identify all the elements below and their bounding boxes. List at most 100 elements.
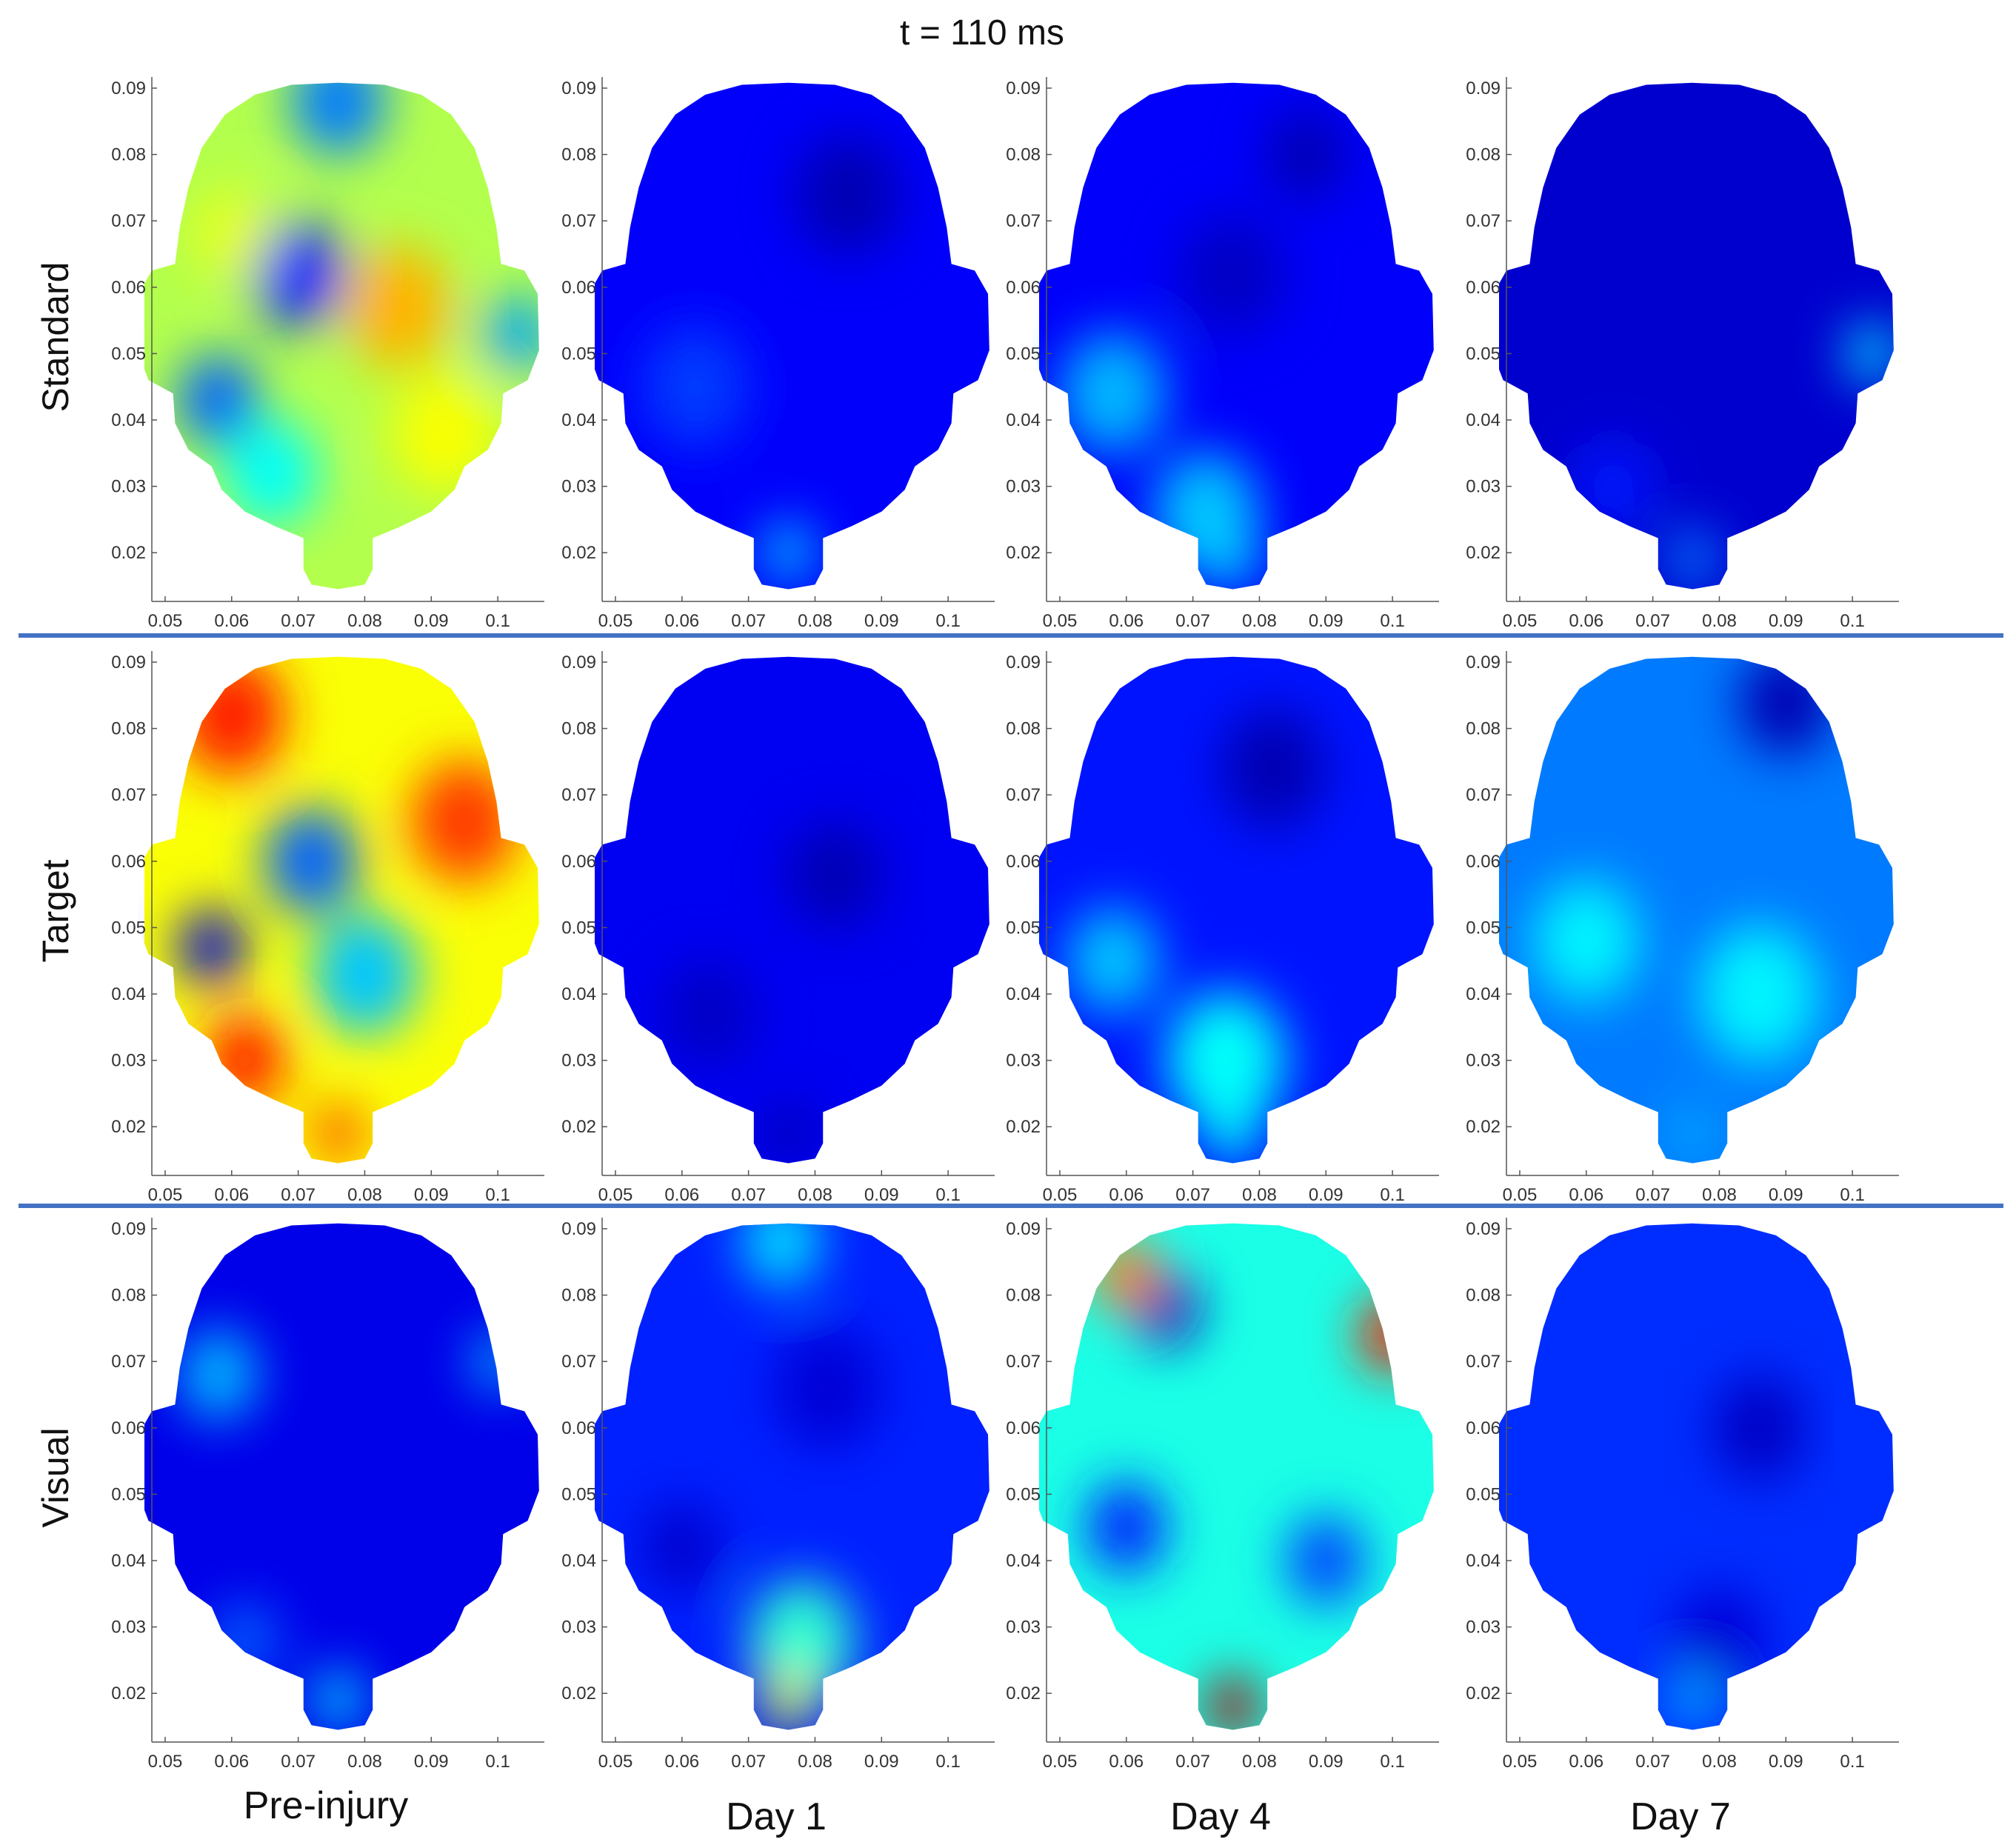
brain-surface [144,82,539,590]
x-tick-label: 0.06 [214,1752,249,1772]
y-tick-label: 0.07 [561,211,596,231]
y-tick-label: 0.06 [1006,1418,1041,1438]
x-tick-label: 0.08 [798,611,832,631]
x-tick-label: 0.06 [214,611,249,631]
activation-region [1699,925,1820,1063]
x-tick-label: 0.08 [347,1752,382,1772]
y-tick-label: 0.04 [111,1551,146,1571]
y-tick-label: 0.06 [561,1418,596,1438]
x-tick-label: 0.05 [1043,1185,1078,1205]
x-tick-label: 0.05 [1503,1185,1538,1205]
activation-region [311,913,418,1035]
panel-standard-day-4: 0.02 0.03 0.04 0.05 0.06 0.07 0.08 0.09 0.05 0.06… [1006,77,1439,631]
y-tick-label: 0.08 [1006,1286,1041,1306]
y-tick-label: 0.07 [111,785,146,805]
activation-region [1359,1296,1426,1373]
activation-region [484,295,539,373]
y-tick-label: 0.05 [561,344,596,364]
x-tick-label: 0.06 [664,1752,699,1772]
x-tick-label: 0.09 [1769,1185,1803,1205]
panel-standard-day-7: 0.02 0.03 0.04 0.05 0.06 0.07 0.08 0.09 0.05 0.06… [1466,77,1899,631]
panel-target-day-1: 0.02 0.03 0.04 0.05 0.06 0.07 0.08 0.09 0.05 0.06… [561,651,995,1205]
y-tick-label: 0.07 [561,785,596,805]
panel-standard-day-1: 0.02 0.03 0.04 0.05 0.06 0.07 0.08 0.09 0.05 0.06… [561,77,995,631]
y-tick-label: 0.04 [1466,1551,1501,1571]
x-tick-label: 0.07 [1635,1185,1670,1205]
y-tick-label: 0.03 [1006,1051,1041,1071]
y-tick-label: 0.05 [1006,344,1041,364]
x-tick-label: 0.09 [1309,611,1344,631]
x-tick-label: 0.06 [1569,611,1603,631]
activation-region [1206,528,1260,590]
activation-region [1066,907,1160,1015]
x-tick-label: 0.08 [347,611,382,631]
activation-region [661,960,755,1068]
brain-surface [1499,656,1894,1164]
x-tick-label: 0.08 [1242,1752,1277,1772]
y-tick-label: 0.06 [1466,278,1501,298]
activation-region [204,1014,285,1107]
y-tick-label: 0.06 [111,278,146,298]
x-tick-label: 0.06 [214,1185,249,1205]
y-tick-label: 0.09 [1006,1219,1041,1239]
y-tick-label: 0.02 [561,1117,596,1137]
y-tick-label: 0.08 [1006,719,1041,739]
y-tick-label: 0.04 [111,410,146,430]
x-tick-label: 0.05 [598,611,633,631]
y-tick-label: 0.05 [1466,344,1501,364]
y-tick-label: 0.05 [1006,918,1041,938]
x-tick-label: 0.09 [864,1185,899,1205]
activation-region [264,807,358,915]
row-label-target: Target [35,859,76,962]
x-tick-label: 0.07 [281,1185,316,1205]
y-tick-label: 0.09 [1006,79,1041,99]
x-tick-label: 0.08 [1242,611,1277,631]
y-tick-label: 0.05 [111,344,146,364]
brain-surface [1499,82,1894,590]
x-tick-label: 0.05 [1503,1752,1538,1772]
x-tick-label: 0.1 [1380,611,1404,631]
y-tick-label: 0.08 [1466,1286,1501,1306]
activation-region [1672,1587,1766,1694]
y-tick-label: 0.07 [111,1352,146,1372]
y-tick-label: 0.02 [1466,1684,1501,1704]
y-tick-label: 0.03 [111,1051,146,1071]
surface-base [1499,82,1894,590]
y-tick-label: 0.03 [561,1051,596,1071]
x-tick-label: 0.06 [1569,1752,1603,1772]
activation-region [1666,528,1720,590]
x-tick-label: 0.1 [485,611,510,631]
y-tick-label: 0.07 [1006,785,1041,805]
y-tick-label: 0.09 [561,1219,596,1239]
y-tick-label: 0.09 [111,79,146,99]
y-tick-label: 0.03 [1466,1051,1501,1071]
y-tick-label: 0.04 [1006,984,1041,1004]
y-tick-label: 0.06 [1006,852,1041,872]
y-tick-label: 0.08 [561,719,596,739]
activation-region [1219,707,1326,830]
x-tick-label: 0.07 [1175,611,1210,631]
brain-surface [1499,1223,1894,1730]
brain-surface [595,656,989,1164]
y-tick-label: 0.05 [561,918,596,938]
x-tick-label: 0.1 [1380,1185,1404,1205]
y-tick-label: 0.06 [111,1418,146,1438]
surface-base [595,656,989,1164]
y-tick-label: 0.09 [111,1219,146,1239]
activation-region [761,1102,815,1164]
brain-surface [595,82,989,590]
x-tick-label: 0.07 [1175,1752,1210,1772]
y-tick-label: 0.06 [1466,1418,1501,1438]
x-tick-label: 0.08 [798,1185,832,1205]
y-tick-label: 0.08 [111,145,146,165]
activation-region [1666,1669,1720,1730]
y-tick-label: 0.08 [561,1286,596,1306]
x-tick-label: 0.05 [1503,611,1538,631]
y-tick-label: 0.05 [561,1484,596,1504]
activation-region [411,760,518,883]
x-tick-label: 0.08 [1702,1752,1737,1772]
panel-target-pre-injury: 0.02 0.03 0.04 0.05 0.06 0.07 0.08 0.09 0.05 0.06… [111,651,544,1205]
y-tick-label: 0.08 [1466,145,1501,165]
activation-region [1206,1675,1260,1730]
y-tick-label: 0.09 [111,653,146,673]
